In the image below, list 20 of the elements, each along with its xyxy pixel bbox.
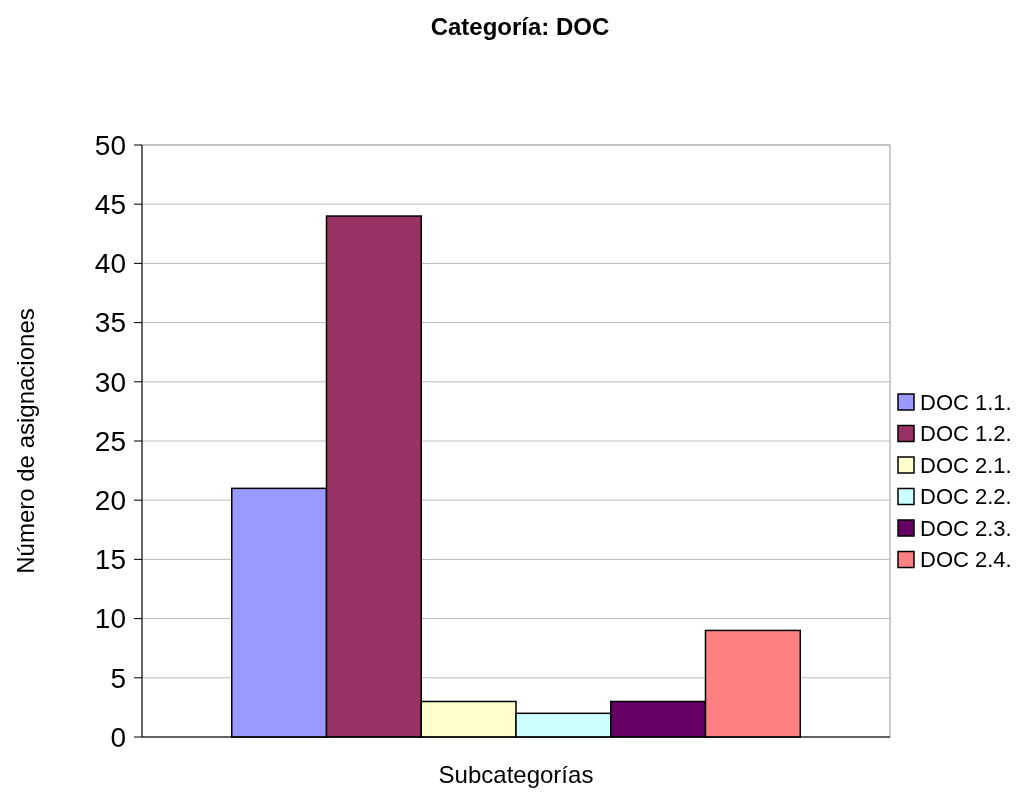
- y-tick-label: 45: [94, 189, 126, 220]
- legend-label: DOC 2.3.: [920, 515, 1012, 541]
- y-tick-label: 10: [94, 603, 126, 635]
- y-tick-label: 20: [94, 485, 126, 516]
- y-tick-label: 0: [110, 721, 126, 753]
- y-tick-label: 50: [94, 129, 126, 161]
- legend-label: DOC 1.2.: [920, 421, 1012, 447]
- y-tick-label: 15: [94, 544, 126, 576]
- legend-label: DOC 2.2.: [920, 484, 1012, 510]
- legend-label: DOC 2.1.: [920, 452, 1012, 478]
- y-tick-label: 30: [94, 366, 126, 398]
- y-tick-label: 35: [94, 307, 126, 339]
- x-axis-title: Subcategorías: [438, 761, 594, 788]
- legend-label: DOC 1.1.: [920, 389, 1012, 415]
- y-tick-label: 40: [94, 248, 126, 280]
- legend-label: DOC 2.4.: [920, 547, 1012, 573]
- y-tick-label: 5: [110, 662, 126, 694]
- y-tick-label: 25: [94, 425, 126, 457]
- y-axis-title: Número de asignaciones: [12, 308, 39, 574]
- chart-title: Categoría: DOC: [430, 13, 610, 40]
